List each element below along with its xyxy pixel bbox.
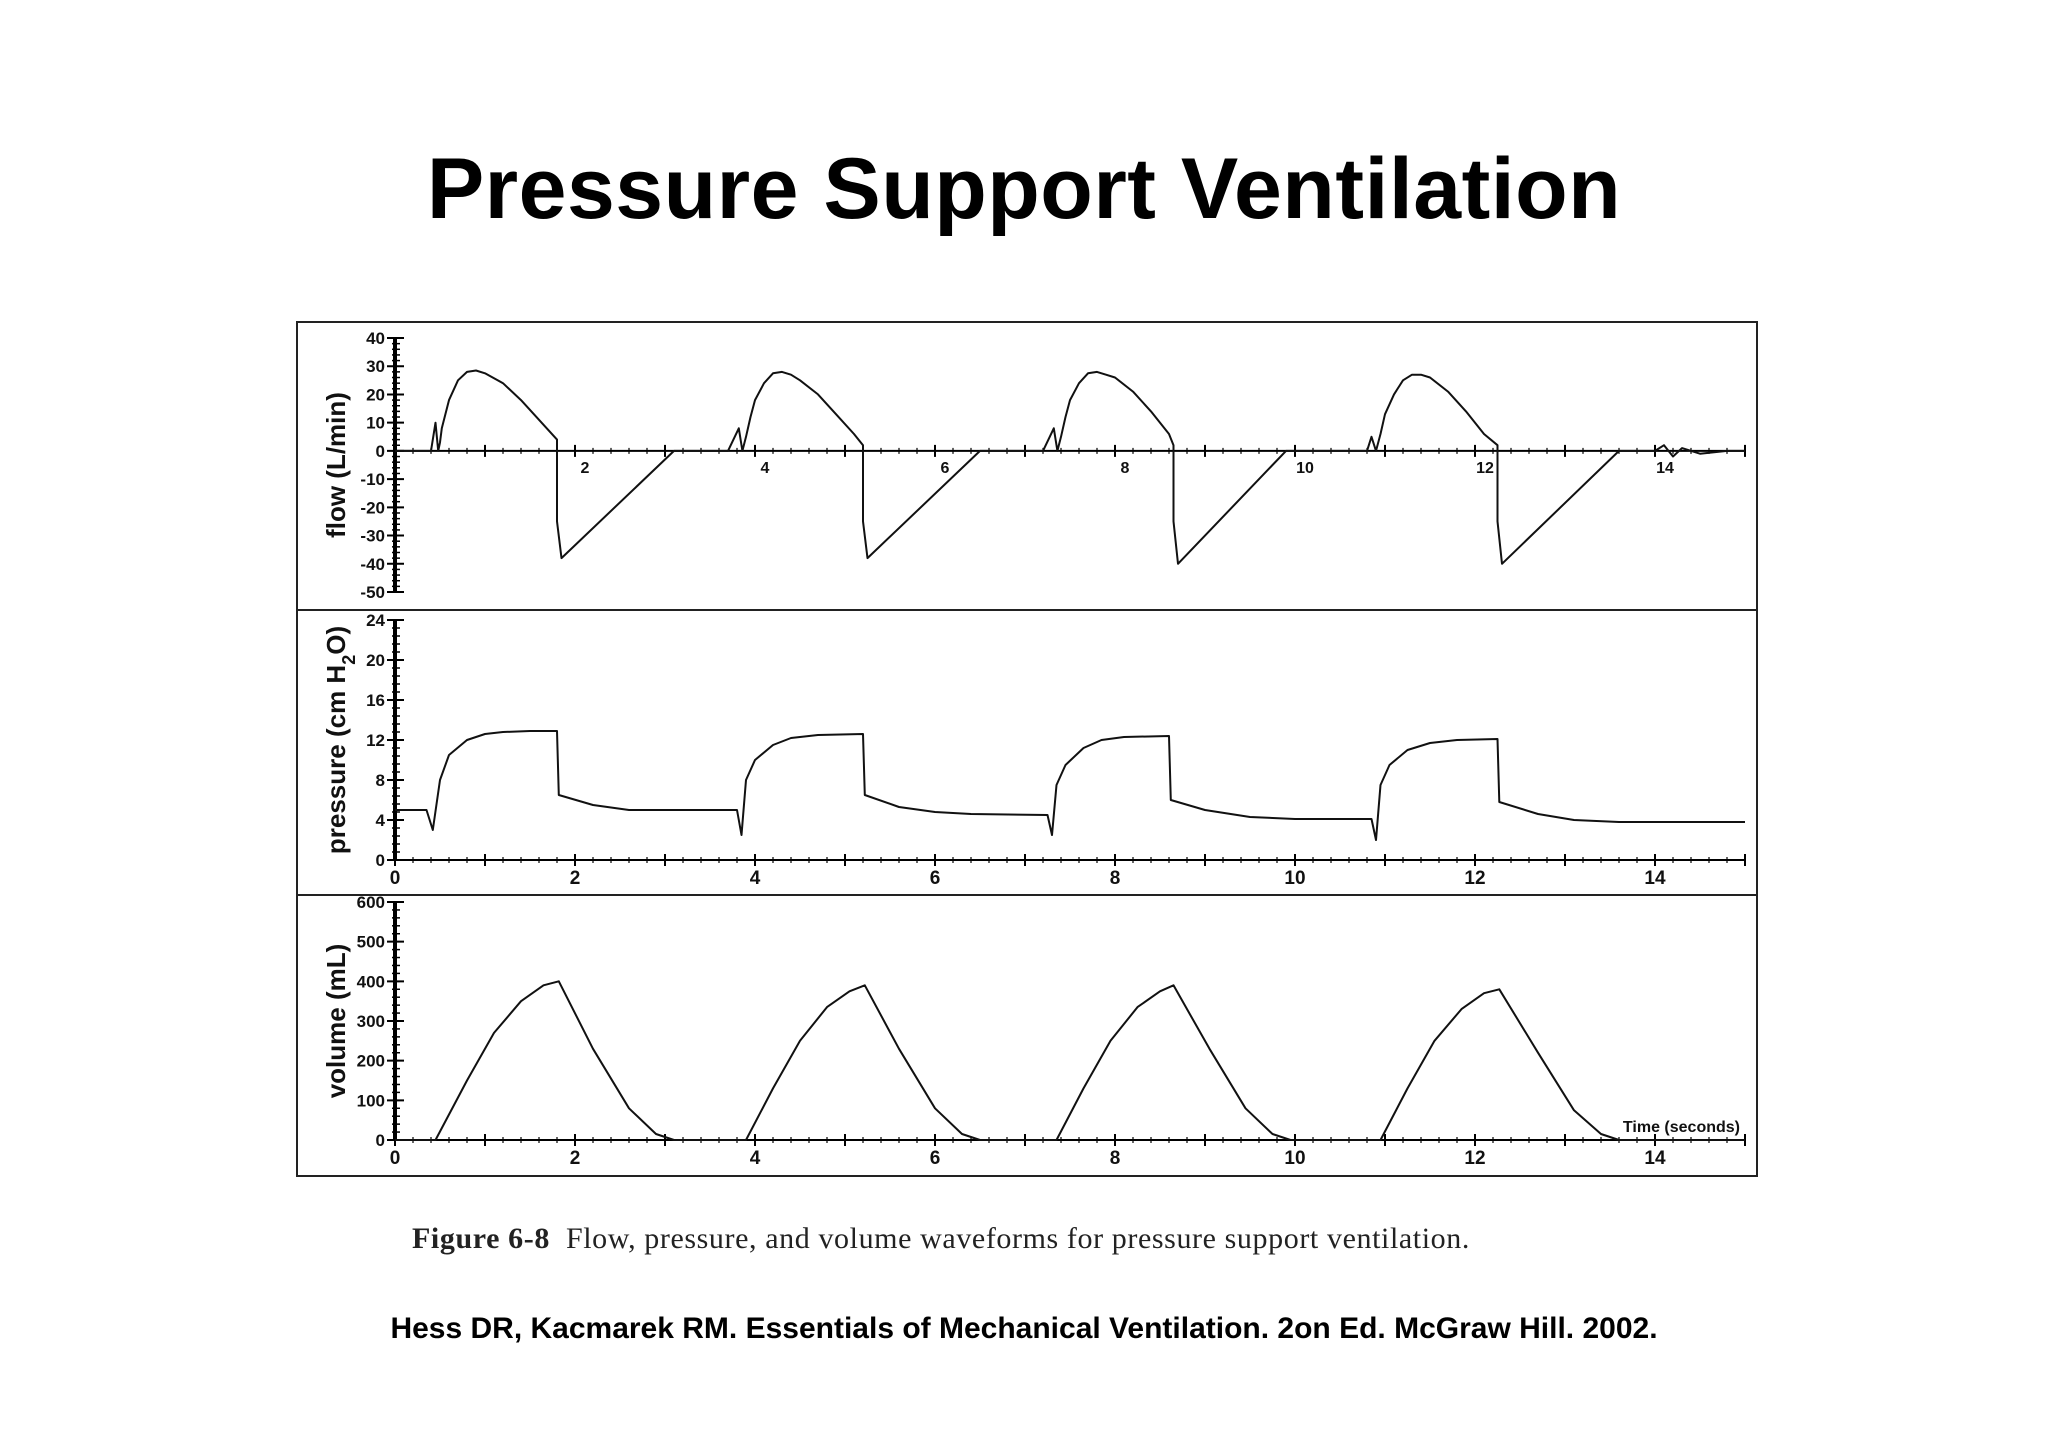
y-tick-label: 0 [376,851,385,870]
y-tick-label: 0 [376,1131,385,1150]
x-tick-label: 6 [930,868,941,889]
x-axis-label: Time (seconds) [1623,1119,1740,1136]
x-tick-label: 4 [750,868,761,889]
y-tick-label: 30 [366,357,385,376]
y-tick-label: 10 [366,414,385,433]
x-tick-label: 4 [750,1148,761,1169]
panel-3: 600 500 400 300 200 100 0 volume (mL) 0 2 4 6 8 10 12 1… [297,893,1757,1169]
x-tick-label: 2 [581,460,590,477]
x-tick-label: 14 [1656,460,1674,477]
x-tick-label: 10 [1296,460,1314,477]
y-tick-label: -30 [360,527,385,546]
x-tick-label: 8 [1110,868,1121,889]
caption-label: Figure 6-8 [412,1222,550,1255]
y-tick-label: 12 [366,731,385,750]
x-tick-label: 12 [1464,868,1485,889]
x-tick-label: 6 [941,460,950,477]
y-tick-label: 40 [366,329,385,348]
y-tick-label: 300 [357,1012,385,1031]
y-tick-label: 20 [366,651,385,670]
x-tick-label: 12 [1464,1148,1485,1169]
x-tick-label: 0 [390,868,401,889]
waveform-line [395,980,1745,1141]
y-tick-label: -20 [360,498,385,517]
y-tick-label: -10 [360,470,385,489]
y-tick-label: 400 [357,972,385,991]
x-tick-label: 14 [1644,1148,1666,1169]
y-tick-label: 20 [366,385,385,404]
y-tick-label: 600 [357,893,385,912]
x-tick-label: 0 [390,1148,401,1169]
figure-caption: Figure 6-8 Flow, pressure, and volume wav… [412,1222,1470,1256]
waveform-line [395,730,1745,841]
caption-text: Flow, pressure, and volume waveforms for… [565,1222,1470,1255]
y-tick-label: -40 [360,555,385,574]
panel-1: 40 30 20 10 0 -10 -20 -30 -40 -50 flow (L/min) 2 4 6 8… [321,329,1746,602]
x-tick-label: 14 [1644,868,1666,889]
x-tick-label: 8 [1110,1148,1121,1169]
x-tick-label: 2 [570,1148,581,1169]
figure-frame [296,321,1758,1177]
waveform-line [395,369,1745,565]
x-tick-label: 6 [930,1148,941,1169]
y-axis-label: volume (mL) [321,944,351,1099]
y-tick-label: 8 [376,771,385,790]
slide-title: Pressure Support Ventilation [426,141,1622,237]
x-tick-label: 2 [570,868,581,889]
x-tick-label: 12 [1476,460,1494,477]
y-axis-label: pressure (cm H2O) [321,626,359,854]
x-tick-label: 10 [1284,1148,1305,1169]
y-tick-label: -50 [360,583,385,602]
y-tick-label: 0 [376,442,385,461]
y-tick-label: 16 [366,691,385,710]
citation: Hess DR, Kacmarek RM. Essentials of Mech… [390,1312,1658,1345]
x-tick-label: 4 [761,460,770,477]
y-tick-label: 100 [357,1091,385,1110]
y-tick-label: 200 [357,1052,385,1071]
y-tick-label: 500 [357,933,385,952]
y-tick-label: 24 [366,611,385,630]
y-tick-label: 4 [376,811,386,830]
x-tick-label: 8 [1121,460,1130,477]
y-axis-label: flow (L/min) [321,392,351,538]
x-tick-label: 10 [1284,868,1305,889]
